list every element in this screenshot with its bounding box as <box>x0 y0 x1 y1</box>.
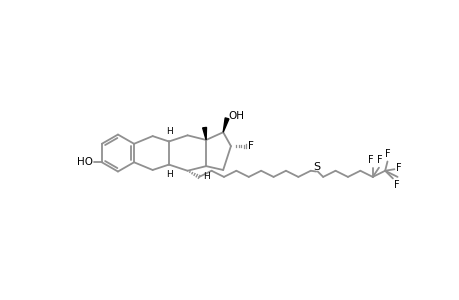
Text: F: F <box>376 155 382 165</box>
Text: OH: OH <box>228 111 244 121</box>
Text: H: H <box>166 127 173 136</box>
Polygon shape <box>202 128 206 140</box>
Polygon shape <box>223 118 229 132</box>
Text: HO: HO <box>76 157 92 167</box>
Text: H: H <box>203 172 210 181</box>
Text: F: F <box>368 155 373 165</box>
Text: H: H <box>166 170 173 179</box>
Text: F: F <box>393 180 398 190</box>
Text: F: F <box>395 164 401 173</box>
Text: F: F <box>247 141 253 151</box>
Text: S: S <box>313 162 320 172</box>
Text: F: F <box>384 149 389 159</box>
